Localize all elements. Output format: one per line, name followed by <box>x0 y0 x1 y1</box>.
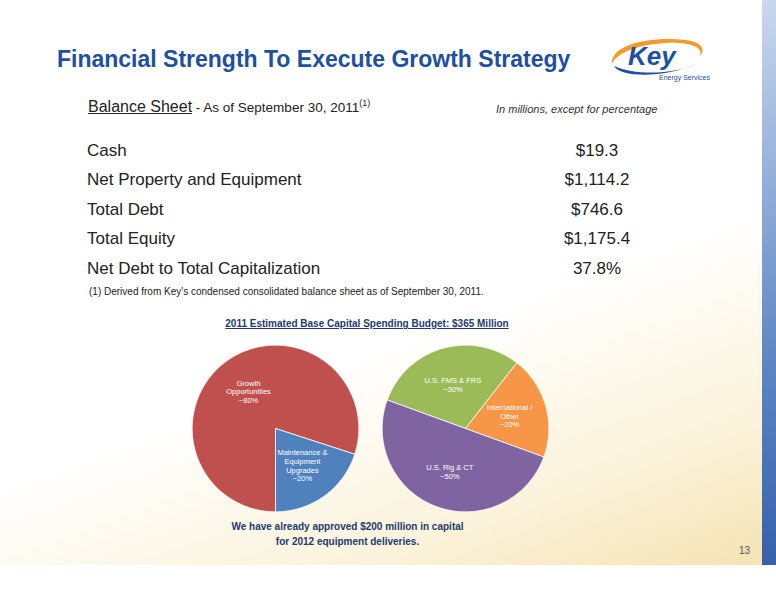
svg-text:Energy Services: Energy Services <box>659 74 710 82</box>
html-text:Total Equity: Total Equity <box>87 229 175 248</box>
html-text:In millions, except for percen: In millions, except for percentage <box>496 103 658 115</box>
html-text:2011 Estimated Base Capital Sp: 2011 Estimated Base Capital Spending Bud… <box>225 318 509 329</box>
svg-text:U.S. Rig & CT~50%: U.S. Rig & CT~50% <box>426 463 474 481</box>
html-text:Net Property and Equipment: Net Property and Equipment <box>87 170 302 189</box>
html-text:Total Debt: Total Debt <box>87 200 164 219</box>
svg-text:GrowthOpportunities~80%: GrowthOpportunities~80% <box>226 379 271 405</box>
svg-text:Key: Key <box>628 41 677 71</box>
html-text:$19.3: $19.3 <box>575 141 619 160</box>
html-text:$1,175.4: $1,175.4 <box>563 229 631 248</box>
html-text:13: 13 <box>738 545 750 556</box>
html-text:$746.6: $746.6 <box>571 200 623 219</box>
html-text:We have already approved $200: We have already approved $200 million in… <box>231 521 464 547</box>
svg-text:U.S. FMS & FRS~30%: U.S. FMS & FRS~30% <box>425 376 482 394</box>
html-text:Cash: Cash <box>87 141 127 160</box>
html-text:Financial Strength To Execute: Financial Strength To Execute Growth Str… <box>57 46 571 72</box>
html-text:Balance Sheet - As of Septembe: Balance Sheet - As of September 30, 2011… <box>88 98 371 116</box>
html-text:$1,114.2: $1,114.2 <box>564 170 630 189</box>
html-text:(1) Derived from Key's condens: (1) Derived from Key's condensed consoli… <box>89 286 484 297</box>
html-text:Net Debt to Total Capitalizati: Net Debt to Total Capitalization <box>87 259 321 278</box>
svg-text:International /Other~20%: International /Other~20% <box>487 403 533 429</box>
html-text:37.8%: 37.8% <box>572 259 622 278</box>
svg-text:Maintenance &EquipmentUpgrades: Maintenance &EquipmentUpgrades~20% <box>277 448 327 483</box>
